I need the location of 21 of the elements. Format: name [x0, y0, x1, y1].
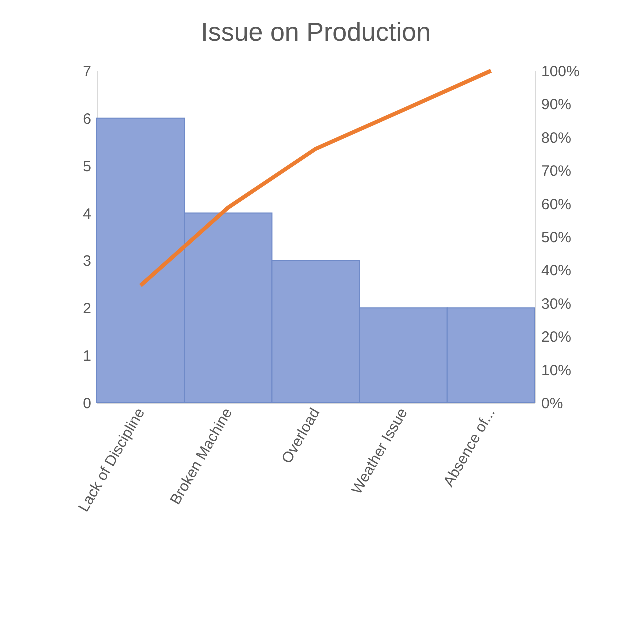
- y-tick-label: 1: [83, 348, 92, 366]
- y-tick-label: 7: [83, 64, 92, 80]
- y-tick-label: 2: [83, 300, 92, 318]
- y2-tick-label: 90%: [542, 96, 572, 114]
- y-tick-label: 0: [83, 396, 92, 412]
- y-tick-label: 3: [83, 253, 92, 270]
- y2-tick-label: 20%: [542, 329, 572, 346]
- y-tick-label: 5: [83, 158, 92, 176]
- y2-tick-label: 0%: [542, 396, 564, 412]
- y2-tick-label: 100%: [542, 64, 580, 80]
- y2-tick-label: 80%: [542, 130, 572, 147]
- y2-tick-label: 10%: [542, 362, 572, 380]
- chart-title: Issue on Production: [201, 17, 431, 47]
- y-tick-label: 6: [83, 110, 92, 128]
- y-tick-label: 4: [83, 206, 92, 223]
- y2-tick-label: 50%: [542, 230, 572, 246]
- line-series: [138, 69, 494, 288]
- y2-tick-label: 60%: [542, 196, 572, 214]
- y2-tick-label: 30%: [542, 296, 572, 313]
- y2-tick-label: 70%: [542, 163, 572, 180]
- y2-tick-label: 40%: [542, 262, 572, 280]
